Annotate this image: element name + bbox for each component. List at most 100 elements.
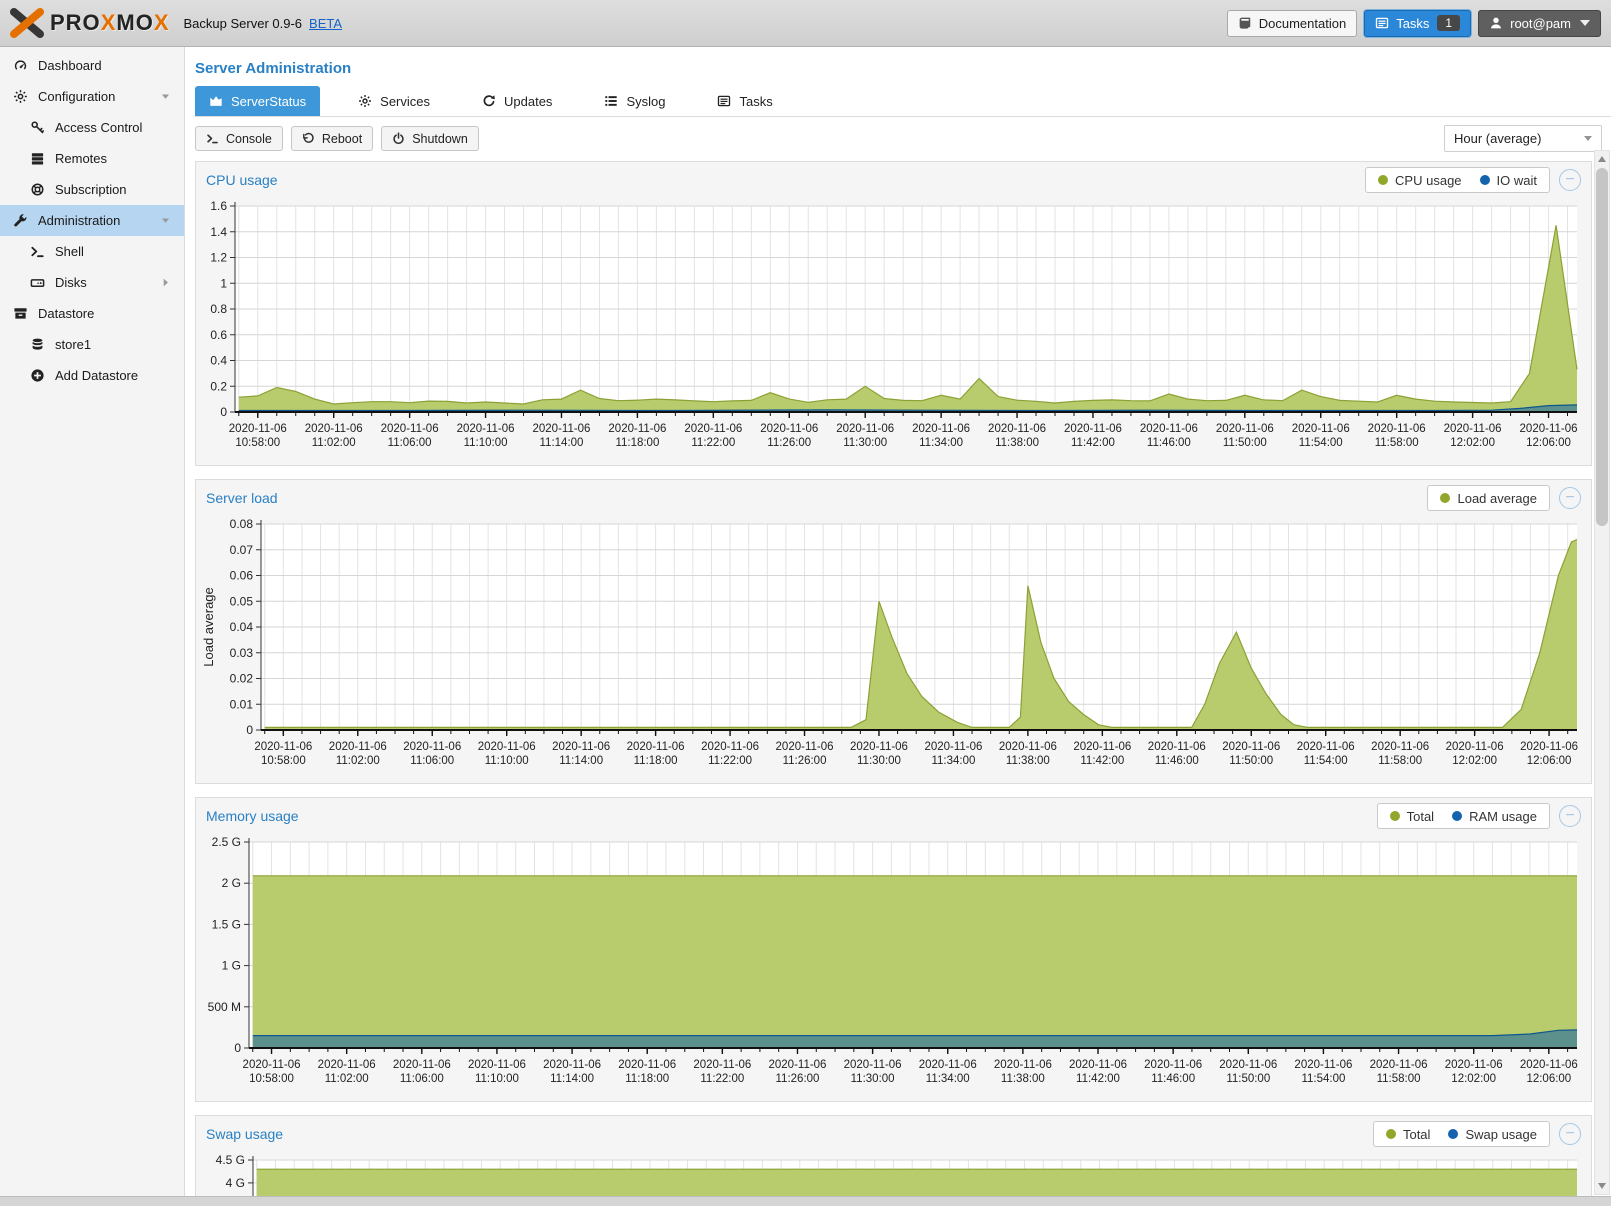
legend-item-total[interactable]: Total xyxy=(1385,1127,1430,1142)
svg-text:1.5 G: 1.5 G xyxy=(212,917,241,931)
legend-item-cpu-usage[interactable]: CPU usage xyxy=(1378,172,1462,188)
book-icon xyxy=(1238,16,1252,30)
svg-text:0.8: 0.8 xyxy=(210,302,227,316)
panel-title: Memory usage xyxy=(206,808,299,824)
panel-title: Server load xyxy=(206,490,278,506)
svg-text:2020-11-06: 2020-11-06 xyxy=(988,423,1046,435)
svg-text:11:02:00: 11:02:00 xyxy=(312,437,356,449)
shutdown-button[interactable]: Shutdown xyxy=(381,126,479,151)
scrollbar-thumb[interactable] xyxy=(1596,168,1608,526)
beta-link[interactable]: BETA xyxy=(309,15,343,31)
sidebar-item-subscription[interactable]: Subscription xyxy=(0,174,184,205)
svg-text:2020-11-06: 2020-11-06 xyxy=(329,741,387,753)
server-load-chart: 0 0.01 0.02 0.03 0.04 0.05 0.06 0.07 0.08 2020-11… xyxy=(201,517,1578,767)
svg-text:11:18:00: 11:18:00 xyxy=(634,755,678,767)
minus-icon: − xyxy=(1565,807,1575,824)
svg-text:2020-11-06: 2020-11-06 xyxy=(1222,741,1280,753)
terminal-icon xyxy=(206,132,219,145)
svg-text:11:54:00: 11:54:00 xyxy=(1299,437,1343,449)
reboot-button[interactable]: Reboot xyxy=(290,126,374,151)
refresh-icon xyxy=(482,94,496,108)
tab-syslog[interactable]: Syslog xyxy=(590,86,679,116)
documentation-label: Documentation xyxy=(1258,15,1347,31)
collapse-panel-button[interactable]: − xyxy=(1559,169,1581,191)
svg-text:2020-11-06: 2020-11-06 xyxy=(468,1059,526,1071)
svg-text:11:06:00: 11:06:00 xyxy=(410,755,454,767)
svg-text:2020-11-06: 2020-11-06 xyxy=(229,423,287,435)
chevron-down-icon[interactable] xyxy=(159,90,172,103)
collapse-panel-button[interactable]: − xyxy=(1559,487,1581,509)
svg-text:2020-11-06: 2020-11-06 xyxy=(1294,1059,1352,1071)
sidebar-item-add-datastore[interactable]: Add Datastore xyxy=(0,360,184,391)
timeframe-select[interactable]: Hour (average) xyxy=(1444,125,1602,152)
documentation-button[interactable]: Documentation xyxy=(1226,9,1358,37)
chart-legend: Total RAM usage xyxy=(1376,803,1550,829)
svg-text:12:02:00: 12:02:00 xyxy=(1451,1073,1496,1085)
svg-text:11:54:00: 11:54:00 xyxy=(1301,1073,1345,1085)
tab-services[interactable]: Services xyxy=(344,86,444,116)
svg-text:2020-11-06: 2020-11-06 xyxy=(1520,423,1578,435)
svg-text:11:26:00: 11:26:00 xyxy=(783,755,827,767)
chevron-right-icon[interactable] xyxy=(159,276,172,289)
sidebar-item-remotes[interactable]: Remotes xyxy=(0,143,184,174)
svg-text:Load average: Load average xyxy=(201,587,216,667)
svg-text:10:58:00: 10:58:00 xyxy=(261,755,306,767)
main-content: Server Administration ServerStatus Servic… xyxy=(186,47,1611,1206)
vertical-scrollbar[interactable] xyxy=(1594,150,1610,1195)
legend-label: CPU usage xyxy=(1395,172,1462,188)
svg-text:2020-11-06: 2020-11-06 xyxy=(844,1059,902,1071)
sidebar-item-administration[interactable]: Administration xyxy=(0,205,184,236)
collapse-panel-button[interactable]: − xyxy=(1559,805,1581,827)
proxmox-wordmark: PROXMOX xyxy=(50,10,170,35)
sidebar-item-datastore[interactable]: Datastore xyxy=(0,298,184,329)
collapse-panel-button[interactable]: − xyxy=(1559,1123,1581,1145)
sidebar-item-label: store1 xyxy=(55,337,92,352)
svg-text:2020-11-06: 2020-11-06 xyxy=(381,423,439,435)
minus-icon: − xyxy=(1565,1125,1575,1142)
tab-tasks[interactable]: Tasks xyxy=(703,86,786,116)
sidebar-item-store1[interactable]: store1 xyxy=(0,329,184,360)
chevron-down-icon[interactable] xyxy=(159,214,172,227)
svg-text:11:10:00: 11:10:00 xyxy=(464,437,508,449)
plus-circle-icon xyxy=(28,368,46,383)
legend-item-swap-usage[interactable]: Swap usage xyxy=(1448,1127,1537,1142)
legend-item-ram-usage[interactable]: RAM usage xyxy=(1452,809,1537,824)
svg-text:2020-11-06: 2020-11-06 xyxy=(760,423,818,435)
svg-text:1.2: 1.2 xyxy=(210,251,227,265)
svg-text:2020-11-06: 2020-11-06 xyxy=(701,741,759,753)
user-menu-button[interactable]: root@pam xyxy=(1478,9,1601,37)
remotes-icon xyxy=(28,151,46,166)
sidebar-item-shell[interactable]: Shell xyxy=(0,236,184,267)
tasks-count-badge: 1 xyxy=(1437,15,1461,31)
tasks-button[interactable]: Tasks 1 xyxy=(1364,9,1472,37)
legend-item-io-wait[interactable]: IO wait xyxy=(1479,173,1537,188)
svg-text:0.4: 0.4 xyxy=(210,354,227,368)
sidebar-item-configuration[interactable]: Configuration xyxy=(0,81,184,112)
sidebar-item-access-control[interactable]: Access Control xyxy=(0,112,184,143)
svg-text:12:06:00: 12:06:00 xyxy=(1526,437,1571,449)
undo-icon xyxy=(302,132,315,145)
gears-icon xyxy=(358,94,372,108)
sidebar-item-disks[interactable]: Disks xyxy=(0,267,184,298)
svg-text:2020-11-06: 2020-11-06 xyxy=(1370,1059,1428,1071)
svg-text:0.07: 0.07 xyxy=(230,543,254,557)
legend-item-total[interactable]: Total xyxy=(1389,809,1434,824)
tasks-label: Tasks xyxy=(1396,15,1430,31)
product-subtitle: Backup Server 0.9-6 xyxy=(183,15,303,31)
svg-text:11:38:00: 11:38:00 xyxy=(995,437,1039,449)
svg-text:2020-11-06: 2020-11-06 xyxy=(318,1059,376,1071)
svg-text:11:30:00: 11:30:00 xyxy=(851,1073,895,1085)
svg-text:11:34:00: 11:34:00 xyxy=(931,755,975,767)
sidebar-item-dashboard[interactable]: Dashboard xyxy=(0,50,184,81)
scroll-down-arrow[interactable] xyxy=(1595,1179,1609,1193)
svg-text:2020-11-06: 2020-11-06 xyxy=(1292,423,1350,435)
svg-text:11:34:00: 11:34:00 xyxy=(926,1073,970,1085)
svg-text:11:50:00: 11:50:00 xyxy=(1229,755,1273,767)
tab-serverstatus[interactable]: ServerStatus xyxy=(195,86,321,116)
tab-updates[interactable]: Updates xyxy=(468,86,566,116)
scroll-up-arrow[interactable] xyxy=(1595,152,1609,166)
tab-bar: ServerStatus Services Updates Syslog Tasks xyxy=(195,86,1611,117)
console-button[interactable]: Console xyxy=(195,126,283,151)
svg-text:11:30:00: 11:30:00 xyxy=(843,437,887,449)
legend-item-load-average[interactable]: Load average xyxy=(1440,491,1537,506)
